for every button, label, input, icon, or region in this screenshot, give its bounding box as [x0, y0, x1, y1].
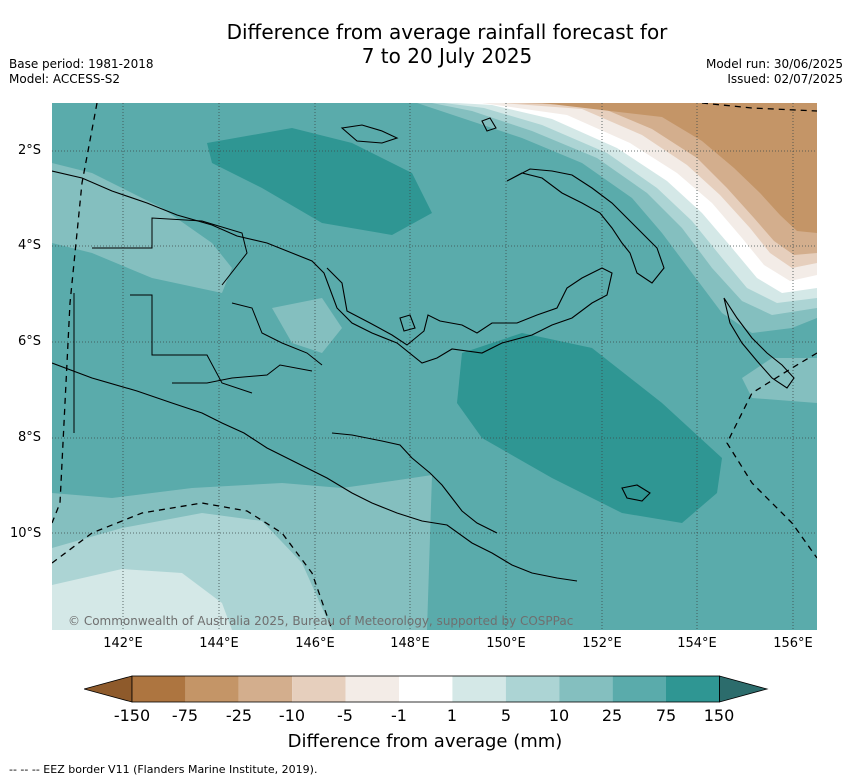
eez-legend-note: -- -- -- EEZ border V11 (Flanders Marine… — [9, 763, 318, 776]
colorbar-swatch — [132, 676, 186, 702]
colorbar-tick: 25 — [601, 706, 623, 725]
colorbar-tick: -75 — [171, 706, 199, 725]
lat-label-10s: 10°S — [10, 526, 42, 541]
lon-label-156e: 156°E — [773, 636, 813, 651]
model-run-text: Model run: 30/06/2025 — [705, 57, 843, 71]
colorbar-tick: 5 — [500, 706, 512, 725]
lon-label-152e: 152°E — [582, 636, 622, 651]
lat-label-2s: 2°S — [18, 143, 42, 158]
lon-label-150e: 150°E — [486, 636, 526, 651]
colorbar-swatch — [292, 676, 346, 702]
title-line-2: 7 to 20 July 2025 — [361, 44, 533, 68]
colorbar-swatch — [666, 676, 720, 702]
colorbar-tick: -1 — [391, 706, 407, 725]
contour-10-25-west — [52, 163, 232, 293]
colorbar-tick: -150 — [113, 706, 151, 725]
lon-label-142e: 142°E — [103, 636, 143, 651]
colorbar-tick: 150 — [703, 706, 735, 725]
lat-label-8s: 8°S — [18, 430, 42, 445]
colorbar-swatch — [345, 676, 399, 702]
colorbar-low-extend — [84, 675, 133, 703]
meta-left: Base period: 1981-2018 Model: ACCESS-S2 — [9, 57, 154, 87]
lon-label-144e: 144°E — [199, 636, 239, 651]
lon-label-154e: 154°E — [677, 636, 717, 651]
colorbar-swatch — [559, 676, 613, 702]
eez-borders — [52, 103, 817, 630]
title-line-1: Difference from average rainfall forecas… — [226, 20, 668, 44]
graticule — [52, 103, 817, 630]
contour-10-25-east — [742, 358, 817, 403]
contour-1-5-south — [52, 569, 232, 630]
rainfall-map — [52, 103, 817, 630]
colorbar-tick: 75 — [655, 706, 677, 725]
colorbar-tick: -25 — [225, 706, 253, 725]
colorbar-swatch — [399, 676, 453, 702]
colorbar-swatch — [238, 676, 293, 702]
issued-text: Issued: 02/07/2025 — [727, 72, 843, 86]
contour-10-25-central — [272, 298, 342, 353]
lat-label-6s: 6°S — [18, 334, 42, 349]
contour-75-150-east — [457, 333, 722, 523]
colorbar-outline — [131, 675, 720, 703]
model-text: Model: ACCESS-S2 — [9, 72, 121, 86]
lon-label-146e: 146°E — [295, 636, 335, 651]
colorbar-swatch — [185, 676, 239, 702]
contour-neg25-75-ne — [542, 103, 817, 233]
map-title: Difference from average rainfall forecas… — [150, 20, 744, 68]
colorbar-label: Difference from average (mm) — [287, 731, 563, 752]
colorbar-swatch — [505, 676, 560, 702]
colorbar-tick: -5 — [337, 706, 353, 725]
base-period-text: Base period: 1981-2018 — [9, 57, 154, 71]
colorbar-swatch — [452, 676, 506, 702]
colorbar-tick: 1 — [446, 706, 458, 725]
lon-label-148e: 148°E — [390, 636, 430, 651]
copyright-notice: © Commonwealth of Australia 2025, Bureau… — [68, 614, 574, 628]
coastlines — [52, 117, 795, 582]
meta-right: Model run: 30/06/2025 Issued: 02/07/2025 — [706, 57, 843, 87]
contour-75-150-north — [207, 128, 432, 235]
colorbar-swatch — [612, 676, 666, 702]
provincial-borders — [73, 217, 323, 433]
map-svg — [52, 103, 817, 630]
colorbar — [84, 675, 769, 703]
colorbar-tick: -10 — [278, 706, 306, 725]
lat-label-4s: 4°S — [18, 238, 42, 253]
colorbar-high-extend — [719, 675, 769, 703]
colorbar-tick: 10 — [548, 706, 570, 725]
